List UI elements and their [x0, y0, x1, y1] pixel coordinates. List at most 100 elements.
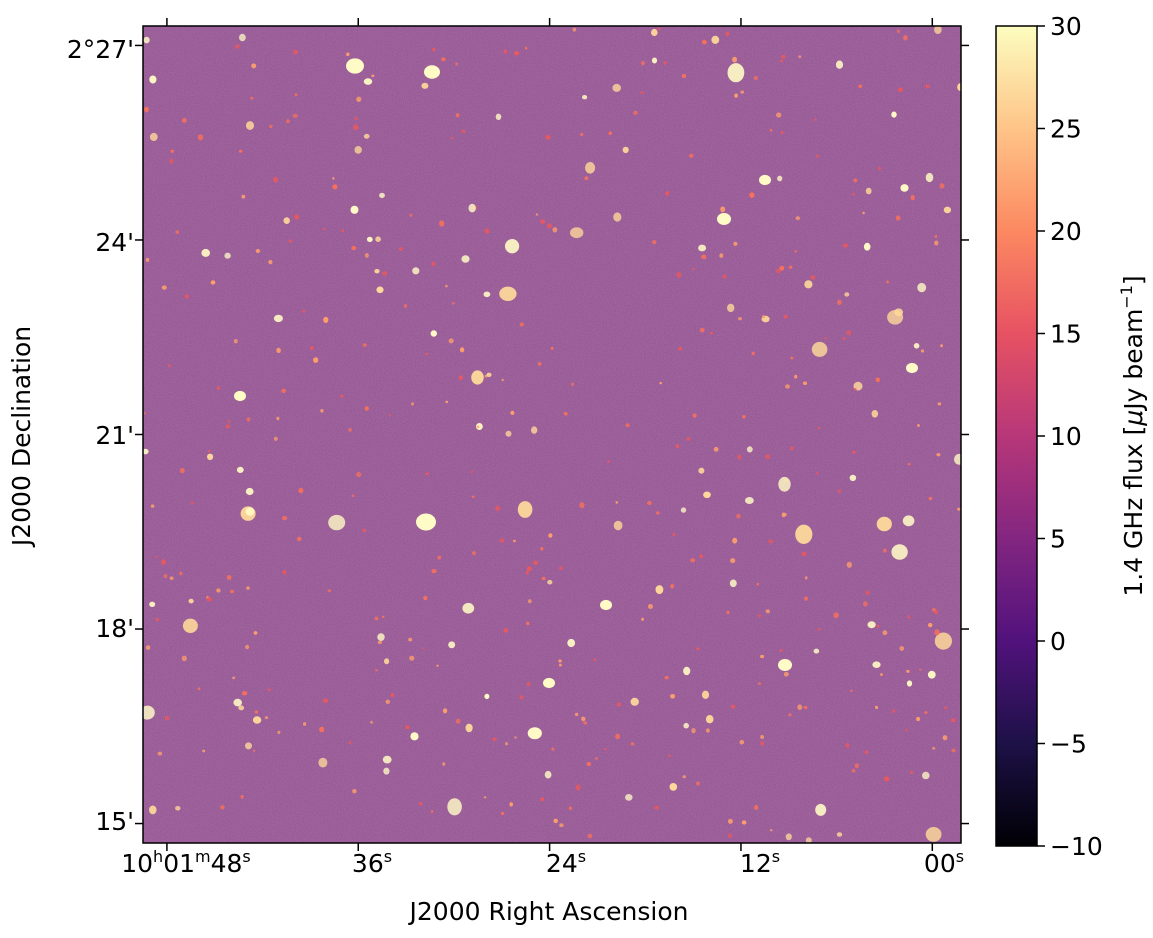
radio-source [241, 691, 248, 696]
radio-source [804, 596, 808, 601]
radio-source [733, 241, 738, 246]
radio-source [729, 579, 737, 588]
radio-source [769, 128, 773, 132]
radio-source [803, 705, 808, 710]
radio-source [625, 794, 633, 801]
radio-source [179, 467, 185, 474]
radio-source [374, 616, 379, 621]
radio-source [701, 690, 710, 699]
radio-source [582, 95, 588, 100]
radio-source [586, 762, 592, 766]
radio-source [439, 220, 445, 227]
radio-source [276, 347, 281, 354]
radio-source [550, 346, 554, 350]
radio-source [403, 304, 408, 308]
radio-source [533, 560, 538, 565]
radio-source [844, 292, 850, 297]
radio-source [757, 614, 762, 618]
radio-source [705, 715, 714, 724]
radio-source [895, 215, 901, 221]
radio-source [648, 604, 653, 609]
radio-source [229, 589, 235, 594]
radio-source [939, 183, 945, 189]
radio-source [779, 265, 785, 271]
colorbar-tick-label: 30 [1050, 12, 1082, 41]
radio-source [558, 659, 562, 663]
radio-source [815, 803, 827, 816]
radio-source [363, 78, 373, 85]
radio-source [246, 586, 250, 590]
radio-source [907, 463, 911, 466]
radio-source [801, 551, 807, 557]
radio-source [327, 589, 332, 593]
sky-noise [143, 26, 961, 843]
radio-source [641, 617, 644, 621]
radio-source [739, 739, 745, 745]
radio-source [647, 500, 652, 506]
radio-source [742, 415, 746, 419]
radio-source [238, 149, 243, 153]
radio-source [788, 265, 793, 269]
radio-source [936, 453, 941, 457]
radio-source [411, 402, 414, 406]
radio-source [382, 755, 392, 764]
radio-source [703, 491, 711, 499]
radio-source [954, 453, 961, 465]
radio-source [268, 259, 273, 265]
radio-source [167, 364, 171, 367]
radio-source [381, 615, 385, 619]
radio-source [320, 408, 324, 413]
radio-source [910, 195, 915, 201]
radio-source [143, 448, 149, 455]
radio-source [353, 124, 359, 131]
radio-source [854, 388, 857, 391]
radio-source [540, 546, 544, 551]
radio-source [379, 192, 385, 198]
radio-source [665, 191, 670, 196]
radio-source [175, 806, 181, 811]
radio-source [341, 229, 345, 232]
radio-source [734, 93, 738, 98]
radio-source [293, 49, 298, 55]
radio-source [701, 39, 707, 45]
radio-source [350, 205, 359, 214]
colorbar-tick-label: 5 [1050, 525, 1066, 554]
radio-source [468, 203, 476, 213]
colorbar: 30 25 20 15 10 5 0 −5 −10 1.4 GHz flux [μJy beam… [995, 12, 1148, 861]
radio-source [288, 239, 293, 243]
radio-source [233, 339, 238, 344]
radio-source [934, 26, 942, 34]
radio-source [504, 239, 520, 254]
radio-source [227, 420, 230, 423]
radio-source [455, 62, 458, 66]
radio-source [776, 268, 781, 274]
radio-source [447, 798, 462, 816]
radio-source [512, 539, 517, 543]
radio-source [323, 698, 329, 704]
radio-source [802, 381, 808, 386]
radio-source [476, 425, 480, 429]
radio-source [570, 382, 574, 387]
radio-source [882, 548, 887, 553]
radio-source [161, 285, 167, 290]
radio-source [169, 576, 174, 580]
radio-source [581, 716, 586, 722]
radio-source [790, 356, 794, 360]
radio-source [651, 28, 658, 37]
bright-radio-source [424, 65, 440, 79]
radio-source [294, 93, 298, 96]
radio-source [678, 346, 682, 351]
x-axis-ticks [166, 18, 934, 851]
radio-source [245, 487, 254, 496]
radio-source [928, 622, 933, 628]
radio-source [899, 646, 905, 651]
radio-source [421, 647, 425, 650]
radio-source [934, 235, 938, 238]
radio-source [286, 119, 290, 124]
radio-source [495, 505, 501, 512]
radio-source [409, 655, 415, 661]
image-panel [142, 25, 962, 844]
radio-source [824, 337, 827, 340]
radio-source [547, 579, 553, 585]
